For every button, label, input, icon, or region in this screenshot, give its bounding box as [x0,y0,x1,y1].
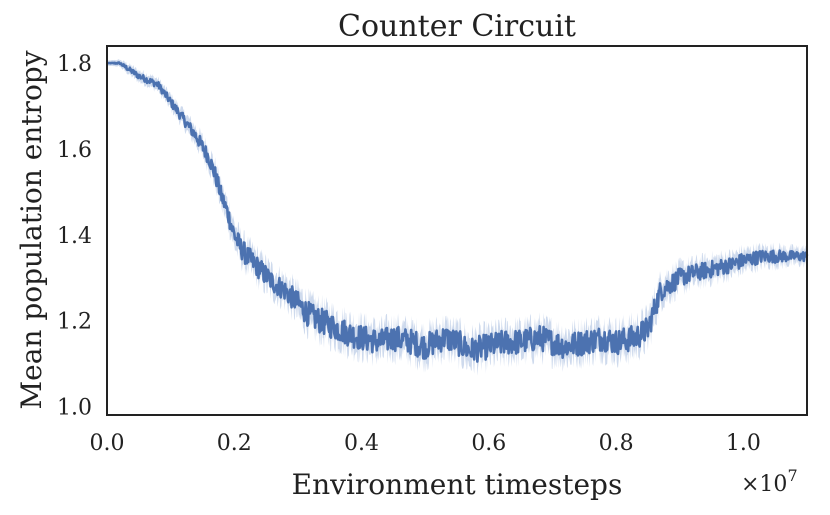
y-tick-label: 1.6 [57,138,92,163]
y-axis-label: Mean population entropy [15,50,48,409]
y-tick-label: 1.4 [57,224,92,249]
x-tick-label: 0.8 [599,431,634,456]
x-tick-label: 0.0 [90,431,125,456]
x-tick-label: 1.0 [726,431,761,456]
y-tick-label: 1.2 [57,310,92,335]
x-tick-label: 0.6 [471,431,506,456]
x-offset-exponent: 7 [787,466,797,485]
plot-area [106,59,809,376]
series-line [106,61,809,363]
x-tick-labels: 0.0 0.2 0.4 0.6 0.8 1.0 [90,431,761,456]
x-tick-label: 0.4 [344,431,379,456]
y-tick-labels: 1.0 1.2 1.4 1.6 1.8 [57,52,92,420]
confidence-band [107,59,807,376]
x-axis-label: Environment timesteps [292,468,623,501]
x-offset-base: ×10 [741,472,787,497]
x-tick-label: 0.2 [217,431,252,456]
plot-frame [106,45,808,416]
chart-title: Counter Circuit [338,9,576,44]
x-offset-label: ×107 [741,466,798,497]
y-tick-label: 1.8 [57,52,92,77]
y-tick-label: 1.0 [57,395,92,420]
